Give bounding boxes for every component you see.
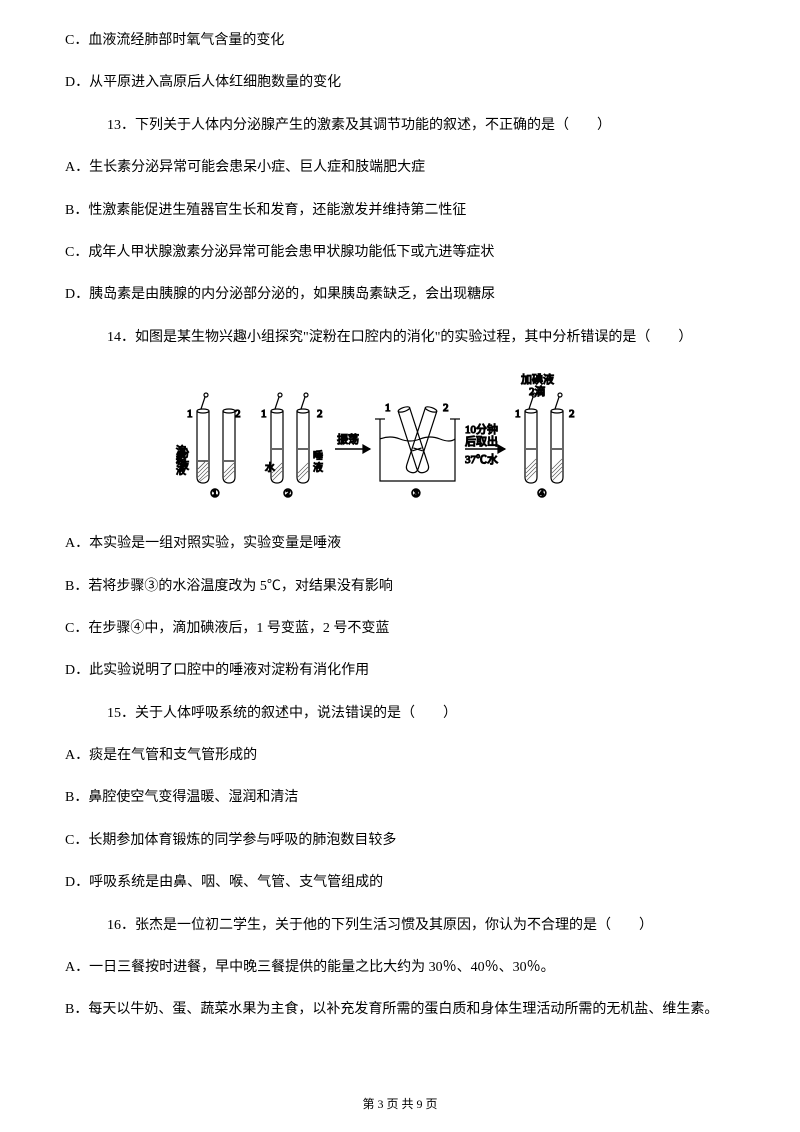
svg-text:③: ③ [411,488,421,500]
svg-text:1: 1 [515,408,521,420]
svg-text:2滴: 2滴 [529,384,546,398]
svg-text:液: 液 [179,459,189,472]
question-14: 14．如图是某生物兴趣小组探究"淀粉在口腔内的消化"的实验过程，其中分析错误的是… [65,327,735,349]
svg-text:液: 液 [313,461,323,474]
option-13c: C．成年人甲状腺激素分泌异常可能会患甲状腺功能低下或亢进等症状 [65,242,735,264]
option-14c: C．在步骤④中，滴加碘液后，1 号变蓝，2 号不变蓝 [65,618,735,640]
svg-text:1: 1 [385,402,391,414]
svg-text:水: 水 [265,462,275,474]
option-16b: B．每天以牛奶、蛋、蔬菜水果为主食，以补充发育所需的蛋白质和身体生理活动所需的无… [65,999,735,1021]
svg-text:2: 2 [569,408,575,420]
svg-text:后取出: 后取出 [465,434,498,448]
option-15b: B．鼻腔使空气变得温暖、湿润和清洁 [65,787,735,809]
option-14b: B．若将步骤③的水浴温度改为 5℃，对结果没有影响 [65,576,735,598]
svg-text:1: 1 [187,408,193,420]
option-14a: A．本实验是一组对照实验，实验变量是唾液 [65,533,735,555]
option-15a: A．痰是在气管和支气管形成的 [65,745,735,767]
svg-text:2: 2 [317,408,323,420]
experiment-diagram: 1 淀粉液 粉 液 2 ① 1 [65,369,735,509]
option-c: C．血液流经肺部时氧气含量的变化 [65,30,735,52]
svg-text:振荡: 振荡 [337,432,359,446]
svg-text:唾: 唾 [313,450,323,462]
option-15d: D．呼吸系统是由鼻、咽、喉、气管、支气管组成的 [65,872,735,894]
option-13a: A．生长素分泌异常可能会患呆小症、巨人症和肢端肥大症 [65,157,735,179]
question-15: 15．关于人体呼吸系统的叙述中，说法错误的是（ ） [65,703,735,725]
svg-text:2: 2 [235,408,241,420]
page-footer: 第 3 页 共 9 页 [0,1095,800,1114]
svg-text:10分钟: 10分钟 [465,422,498,436]
option-16a: A．一日三餐按时进餐，早中晚三餐提供的能量之比大约为 30％、40％、30％。 [65,957,735,979]
question-16: 16．张杰是一位初二学生，关于他的下列生活习惯及其原因，你认为不合理的是（ ） [65,915,735,937]
option-14d: D．此实验说明了口腔中的唾液对淀粉有消化作用 [65,660,735,682]
svg-text:1: 1 [261,408,267,420]
svg-text:37℃水: 37℃水 [465,453,498,466]
option-15c: C．长期参加体育锻炼的同学参与呼吸的肺泡数目较多 [65,830,735,852]
svg-text:粉: 粉 [179,447,189,460]
svg-text:④: ④ [537,488,547,500]
question-13: 13．下列关于人体内分泌腺产生的激素及其调节功能的叙述，不正确的是（ ） [65,115,735,137]
svg-text:加碘液: 加碘液 [521,372,554,386]
option-13b: B．性激素能促进生殖器官生长和发育，还能激发并维持第二性征 [65,200,735,222]
option-13d: D．胰岛素是由胰腺的内分泌部分泌的，如果胰岛素缺乏，会出现糖尿 [65,284,735,306]
svg-text:2: 2 [443,402,449,414]
svg-text:②: ② [283,488,293,500]
option-d: D．从平原进入高原后人体红细胞数量的变化 [65,72,735,94]
svg-text:①: ① [210,488,220,500]
